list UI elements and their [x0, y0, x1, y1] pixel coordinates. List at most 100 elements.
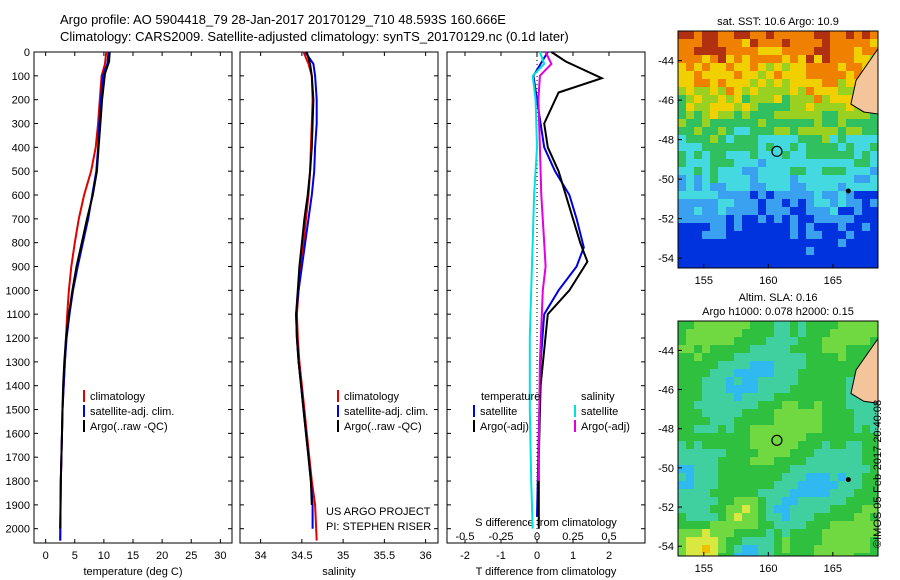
- sla-map-cell: [798, 545, 806, 553]
- sla-map-cell: [782, 345, 790, 353]
- sst-map-cell: [838, 63, 846, 71]
- sst-map-cell: [782, 47, 790, 55]
- sla-map-cell: [798, 489, 806, 497]
- sla-map-cell: [742, 409, 750, 417]
- sst-map-cell: [822, 183, 830, 191]
- sla-map-cell: [702, 393, 710, 401]
- sst-map-cell: [758, 55, 766, 63]
- sla-map-cell: [790, 481, 798, 489]
- sla-map-cell: [774, 489, 782, 497]
- depth-tick-label: 1500: [6, 405, 30, 417]
- sst-map-lat-label: -52: [658, 214, 674, 226]
- sst-map-cell: [870, 135, 878, 143]
- sla-map-cell: [862, 441, 870, 449]
- sla-map-cell: [822, 545, 830, 553]
- sla-map-cell: [854, 465, 862, 473]
- sst-map-cell: [678, 79, 686, 87]
- sst-map-cell: [742, 151, 750, 159]
- sst-map-cell: [686, 95, 694, 103]
- sst-map-cell: [766, 159, 774, 167]
- sst-map-cell: [782, 183, 790, 191]
- sla-map-cell: [782, 425, 790, 433]
- sst-map-cell: [758, 143, 766, 151]
- sst-map-cell: [710, 63, 718, 71]
- sla-map-cell: [870, 529, 878, 537]
- sla-map-cell: [718, 521, 726, 529]
- sla-map-cell: [742, 345, 750, 353]
- sst-map-cell: [870, 159, 878, 167]
- sst-map-cell: [742, 207, 750, 215]
- sla-map-lat-label: -44: [658, 345, 674, 357]
- sla-map-cell: [790, 529, 798, 537]
- sla-map-cell: [830, 481, 838, 489]
- sla-map-cell: [750, 433, 758, 441]
- sst-map-cell: [806, 207, 814, 215]
- sla-map-cell: [814, 345, 822, 353]
- sla-map-cell: [710, 513, 718, 521]
- sla-map-cell: [694, 481, 702, 489]
- sst-map-cell: [758, 71, 766, 79]
- sst-map-cell: [766, 223, 774, 231]
- sst-map-cell: [726, 135, 734, 143]
- sla-map-cell: [758, 489, 766, 497]
- sla-map-cell: [742, 545, 750, 553]
- sst-map-cell: [846, 103, 854, 111]
- sla-map-cell: [694, 489, 702, 497]
- sst-map-cell: [766, 127, 774, 135]
- sla-map-cell: [766, 409, 774, 417]
- sla-map-cell: [774, 521, 782, 529]
- sst-map-cell: [806, 247, 814, 255]
- sst-map-cell: [830, 215, 838, 223]
- sst-map-cell: [678, 87, 686, 95]
- sla-map-cell: [798, 513, 806, 521]
- sst-map-cell: [774, 103, 782, 111]
- sst-map-cell: [870, 223, 878, 231]
- depth-tick-label: 0: [24, 47, 30, 59]
- sla-map-cell: [782, 537, 790, 545]
- sst-map-cell: [830, 119, 838, 127]
- sst-map-cell: [734, 31, 742, 39]
- sst-map-cell: [702, 87, 710, 95]
- sla-map-cell: [838, 513, 846, 521]
- sst-map-cell: [750, 55, 758, 63]
- sla-map-cell: [734, 353, 742, 361]
- sla-map-cell: [830, 489, 838, 497]
- sla-map-cell: [710, 321, 718, 329]
- sst-map-cell: [846, 79, 854, 87]
- sla-map-cell: [862, 481, 870, 489]
- sst-map-cell: [686, 71, 694, 79]
- sst-map-cell: [758, 191, 766, 199]
- sst-map-cell: [734, 143, 742, 151]
- sla-map-cell: [710, 449, 718, 457]
- sst-map-cell: [830, 39, 838, 47]
- sla-map-cell: [726, 401, 734, 409]
- depth-tick-label: 400: [12, 142, 30, 154]
- sla-map-cell: [830, 321, 838, 329]
- sla-map-cell: [814, 529, 822, 537]
- sla-map-cell: [782, 545, 790, 553]
- sla-map-cell: [838, 361, 846, 369]
- sla-map-cell: [702, 545, 710, 553]
- sla-map-cell: [790, 465, 798, 473]
- sst-map-cell: [718, 191, 726, 199]
- sst-map-cell: [846, 175, 854, 183]
- sst-map-cell: [798, 79, 806, 87]
- sst-map-lat-label: -44: [658, 56, 674, 68]
- sla-map-cell: [694, 409, 702, 417]
- sst-map-cell: [686, 191, 694, 199]
- sla-map-cell: [854, 537, 862, 545]
- sla-map-cell: [838, 345, 846, 353]
- sla-map-cell: [822, 481, 830, 489]
- sst-map-cell: [782, 135, 790, 143]
- sla-map-cell: [742, 513, 750, 521]
- sla-map-cell: [742, 441, 750, 449]
- sla-map-cell: [854, 321, 862, 329]
- sst-map-cell: [846, 207, 854, 215]
- depth-tick-label: 1900: [6, 500, 30, 512]
- sla-map-cell: [750, 425, 758, 433]
- difference-plot-frame: [446, 51, 646, 544]
- sla-map-cell: [814, 545, 822, 553]
- sst-map-cell: [702, 159, 710, 167]
- sla-map-cell: [718, 505, 726, 513]
- sla-map-cell: [718, 417, 726, 425]
